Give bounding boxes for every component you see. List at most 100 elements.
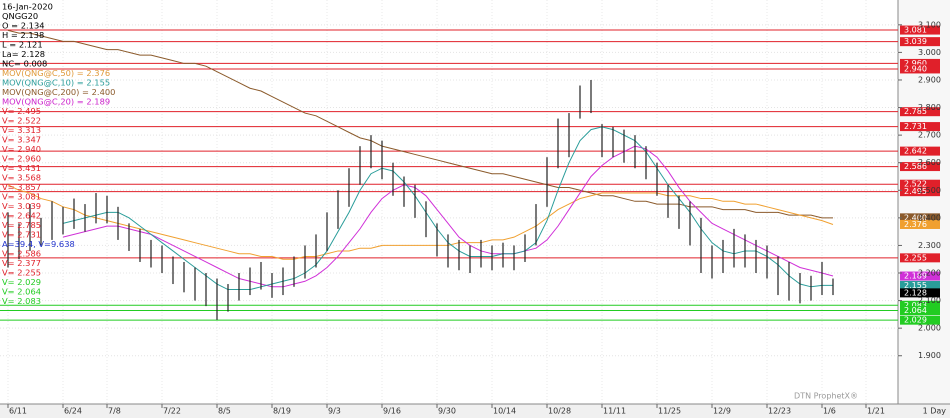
level-box (900, 315, 940, 325)
info-line: V= 3.431 (2, 163, 41, 173)
level-label: 2.495 (904, 187, 927, 196)
level-label: 2.255 (904, 253, 927, 262)
x-tick-label: 12/23 (768, 407, 791, 416)
info-line: V= 2.642 (2, 211, 41, 221)
info-line: MOV(QNG@C,50) = 2.376 (2, 68, 110, 78)
level-box (900, 107, 940, 117)
level-label: 3.039 (904, 37, 927, 46)
y-tick-label: 2.400 (918, 213, 941, 222)
info-line: V= 3.347 (2, 135, 41, 145)
date-axis-panel (0, 404, 950, 418)
level-label: 2.586 (904, 162, 927, 171)
level-box (900, 179, 940, 189)
x-tick-label: 9/3 (328, 407, 341, 416)
x-tick-label: 1/21 (867, 407, 885, 416)
x-tick-label: 8/5 (218, 407, 231, 416)
info-line: V= 2.495 (2, 106, 41, 116)
x-tick-label: 7/8 (108, 407, 121, 416)
info-line: 16-Jan-2020 (2, 2, 53, 12)
level-box (900, 64, 940, 74)
ma-value-box (900, 219, 940, 229)
info-line: V= 2.029 (2, 277, 41, 287)
level-label: 2.785 (904, 107, 927, 116)
info-line: V= 3.313 (2, 125, 41, 135)
info-line: V= 2.731 (2, 230, 41, 240)
x-tick-label: 9/30 (438, 407, 456, 416)
y-tick-label: 2.000 (918, 324, 941, 333)
y-tick-label: 2.600 (918, 158, 941, 167)
info-line: V= 2.785 (2, 220, 41, 230)
info-line: MOV(QNG@C,10) = 2.155 (2, 78, 110, 88)
y-tick-label: 2.500 (918, 186, 941, 195)
info-line: NC= 0.008 (2, 59, 47, 69)
y-tick-label: 2.200 (918, 269, 941, 278)
info-line: QNGG20 (2, 11, 38, 21)
period-label: 1 Day (923, 407, 947, 416)
info-line: V= 2.586 (2, 249, 41, 259)
x-tick-label: 1/6 (823, 407, 836, 416)
y-tick-label: 2.900 (918, 75, 941, 84)
y-tick-label: 2.800 (918, 103, 941, 112)
y-tick-label: 1.900 (918, 351, 941, 360)
x-tick-label: 8/19 (273, 407, 291, 416)
x-tick-label: 7/22 (163, 407, 181, 416)
level-box (900, 122, 940, 132)
level-label: 2.940 (904, 64, 927, 73)
level-box (900, 37, 940, 47)
y-tick-label: 2.300 (918, 241, 941, 250)
ma-value-box (900, 213, 940, 223)
info-line: V= 2.960 (2, 154, 41, 164)
info-line: V= 2.377 (2, 258, 41, 268)
level-box (900, 162, 940, 172)
level-box (900, 253, 940, 263)
ma-value-box (900, 271, 940, 281)
x-tick-label: 10/14 (493, 407, 516, 416)
level-label: 2.064 (904, 306, 927, 315)
info-line: H = 2.138 (2, 30, 44, 40)
info-line: MOV(QNG@C,200) = 2.400 (2, 87, 115, 97)
info-line: V= 2.064 (2, 287, 41, 297)
level-box (900, 300, 940, 310)
level-label: 3.081 (904, 26, 927, 35)
level-label: 2.960 (904, 59, 927, 68)
ma-value-label: 2.400 (904, 213, 927, 222)
level-box (900, 58, 940, 68)
info-line: O = 2.134 (2, 21, 45, 31)
x-tick-label: 12/9 (713, 407, 731, 416)
ma-value-label: 2.189 (904, 272, 927, 281)
x-tick-label: 10/28 (548, 407, 571, 416)
x-tick-label: 11/11 (603, 407, 626, 416)
info-line: V= 3.039 (2, 201, 41, 211)
last-price-label: 2.128 (904, 288, 927, 297)
level-label: 2.642 (904, 147, 927, 156)
ma-line (62, 145, 834, 288)
y-tick-label: 3.100 (918, 20, 941, 29)
ma-value-label: 2.155 (904, 281, 927, 290)
info-line: V= 2.940 (2, 144, 41, 154)
level-label: 2.029 (904, 316, 927, 325)
info-line: La= 2.128 (2, 49, 45, 59)
ma-value-box (900, 280, 940, 290)
info-line: V= 2.522 (2, 116, 41, 126)
grid (0, 0, 898, 404)
x-tick-label: 6/11 (9, 407, 27, 416)
info-line: V= 3.857 (2, 182, 41, 192)
info-line: V= 3.568 (2, 173, 41, 183)
last-price-box (900, 288, 940, 298)
y-tick-label: 2.100 (918, 296, 941, 305)
info-line: V= 2.255 (2, 268, 41, 278)
level-label: 2.731 (904, 122, 927, 131)
info-line: MOV(QNG@C,20) = 2.189 (2, 97, 110, 107)
price-bars (7, 79, 834, 320)
watermark: DTN ProphetX® (794, 392, 858, 401)
info-line: A=39.4, V=9.638 (2, 239, 75, 249)
info-line: V= 3.081 (2, 192, 41, 202)
y-tick-label: 3.000 (918, 48, 941, 57)
info-line: L = 2.121 (2, 40, 43, 50)
level-box (900, 146, 940, 156)
info-line: V= 2.083 (2, 296, 41, 306)
